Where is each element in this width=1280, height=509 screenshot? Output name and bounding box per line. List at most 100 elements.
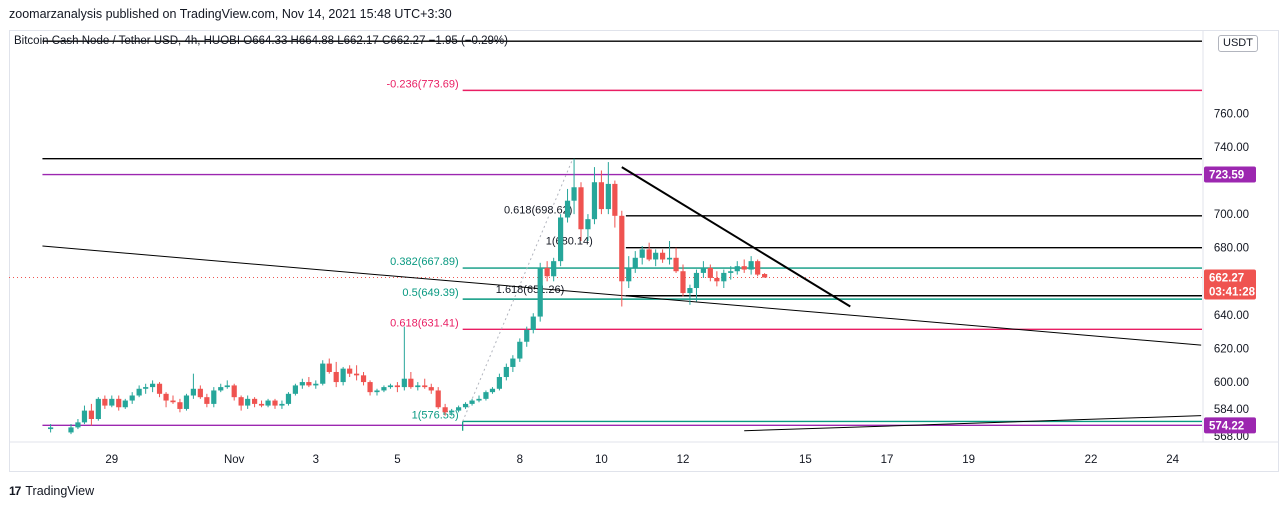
x-tick-label: 17 xyxy=(881,454,894,466)
candle-body xyxy=(265,400,271,406)
price-badge[interactable] xyxy=(1204,417,1256,434)
candle-body xyxy=(340,368,346,383)
candle-body xyxy=(693,272,700,289)
candle-body xyxy=(660,252,666,260)
fib-level-label: 1(576.55) xyxy=(412,409,459,421)
candle-body xyxy=(258,403,265,406)
candle-body xyxy=(245,398,251,406)
candle-body xyxy=(728,271,734,273)
candle-body xyxy=(218,387,224,391)
price-badge[interactable] xyxy=(1204,269,1256,300)
candle-body xyxy=(81,410,88,423)
y-tick-label: 740.00 xyxy=(1214,142,1249,154)
candle-body xyxy=(381,387,387,391)
y-tick-label: 700.00 xyxy=(1214,209,1249,221)
candle-body xyxy=(116,398,122,408)
candle-body xyxy=(299,382,305,386)
candle-body xyxy=(510,358,516,367)
candle-body xyxy=(422,385,428,388)
y-tick-label: 600.00 xyxy=(1214,377,1249,389)
candle-body xyxy=(489,388,496,393)
candle-body xyxy=(517,341,523,359)
candle-body xyxy=(571,187,577,201)
candle-body xyxy=(88,410,94,420)
candle-body xyxy=(605,183,611,210)
fib-level-label: 0.618(631.41) xyxy=(390,317,459,329)
candle-body xyxy=(442,407,448,413)
candle-body xyxy=(476,398,482,401)
candle-body xyxy=(197,388,203,398)
candle-body xyxy=(360,375,367,383)
price-badge-countdown: 03:41:28 xyxy=(1209,286,1256,298)
x-tick-label: 10 xyxy=(595,454,608,466)
x-tick-label: 19 xyxy=(962,454,975,466)
candle-body xyxy=(483,392,489,399)
candle-body xyxy=(163,393,169,401)
candle-body xyxy=(204,397,210,404)
fib-level-label: 0.382(667.89) xyxy=(390,256,459,268)
chart-area[interactable]: -0.236(773.69) 0.382(667.89) 0.5(649.39) 0.… xyxy=(9,30,1279,472)
candle-body xyxy=(367,382,373,393)
price-badge-label: 574.22 xyxy=(1209,420,1244,432)
candle-body xyxy=(591,182,598,220)
candle-body xyxy=(313,383,319,386)
candle-body xyxy=(333,371,339,383)
candle-body xyxy=(544,267,550,277)
candle-body xyxy=(48,427,54,430)
candle-body xyxy=(646,249,652,260)
candle-body xyxy=(524,330,530,342)
candle-body xyxy=(136,388,142,396)
candle-body xyxy=(653,252,659,260)
currency-badge[interactable]: USDT xyxy=(1218,35,1258,52)
candle-body xyxy=(211,390,217,404)
fib-level-label: 0.5(649.39) xyxy=(402,287,458,299)
fib-level-label: -0.236(773.69) xyxy=(387,78,459,90)
candle-body xyxy=(762,274,768,278)
x-tick-label: 22 xyxy=(1085,454,1098,466)
candle-body xyxy=(394,385,400,388)
candle-body xyxy=(721,272,727,282)
y-tick-label: 640.00 xyxy=(1214,310,1249,322)
price-chart[interactable]: -0.236(773.69) 0.382(667.89) 0.5(649.39) 0.… xyxy=(9,30,1279,472)
footer-brand: TradingView xyxy=(25,484,95,498)
candle-body xyxy=(755,261,761,275)
x-tick-label: 8 xyxy=(517,454,523,466)
candle-body xyxy=(558,217,564,262)
candle-body xyxy=(292,385,298,394)
candle-body xyxy=(449,410,455,413)
candle-body xyxy=(129,395,135,401)
candle-body xyxy=(156,383,163,394)
fib-extension-label: 1(680.14) xyxy=(546,235,593,247)
price-badge-label: 662.27 xyxy=(1209,272,1244,284)
candle-body xyxy=(585,219,591,230)
candle-body xyxy=(707,267,713,278)
x-tick-label: 24 xyxy=(1166,454,1179,466)
candle-body xyxy=(714,277,720,282)
candle-body xyxy=(496,377,502,389)
x-tick-label: 5 xyxy=(394,454,400,466)
candle-body xyxy=(231,385,237,398)
candle-body xyxy=(387,385,394,388)
candle-body xyxy=(428,387,434,391)
x-tick-label: 3 xyxy=(313,454,319,466)
publisher-line: zoomarzanalysis published on TradingView… xyxy=(9,7,452,21)
candle-body xyxy=(224,385,230,388)
candle-body xyxy=(272,400,278,406)
footer: 17 TradingView xyxy=(9,484,94,498)
candle-body xyxy=(462,403,469,408)
candle-body xyxy=(177,402,183,409)
price-badge[interactable] xyxy=(1204,166,1256,183)
fib-extension-label: 1.618(651.26) xyxy=(496,284,565,296)
x-tick-label: 15 xyxy=(799,454,812,466)
candle-body xyxy=(306,382,312,386)
candle-body xyxy=(408,378,414,388)
candle-body xyxy=(632,257,638,268)
candle-body xyxy=(190,388,196,396)
candle-body xyxy=(109,398,115,406)
candle-body xyxy=(95,398,101,420)
candle-body xyxy=(415,385,421,388)
candle-body xyxy=(734,266,740,272)
symbol-legend: Bitcoin Cash Node / Tether USD, 4h, HUOB… xyxy=(14,35,508,47)
candle-body xyxy=(687,288,693,294)
candle-body xyxy=(619,215,625,282)
